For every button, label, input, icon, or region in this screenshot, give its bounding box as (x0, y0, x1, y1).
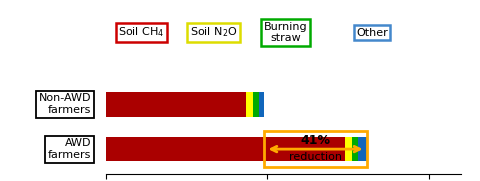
Bar (106, 92, 246, 117)
Text: AWD
farmers: AWD farmers (48, 138, 91, 160)
Text: reduction: reduction (289, 152, 342, 162)
Text: Non-AWD
farmers: Non-AWD farmers (39, 94, 91, 115)
Bar (106, 137, 345, 161)
Bar (352, 137, 358, 161)
Bar (358, 137, 367, 161)
Text: 41%: 41% (300, 134, 331, 147)
Text: Burning
straw: Burning straw (264, 22, 307, 43)
Bar (259, 92, 264, 117)
Text: Soil N$_2$O: Soil N$_2$O (190, 26, 237, 39)
Bar (253, 92, 259, 117)
Text: Other: Other (356, 28, 388, 38)
Bar (246, 92, 253, 117)
Text: Soil CH$_4$: Soil CH$_4$ (119, 26, 165, 39)
Bar (345, 137, 352, 161)
